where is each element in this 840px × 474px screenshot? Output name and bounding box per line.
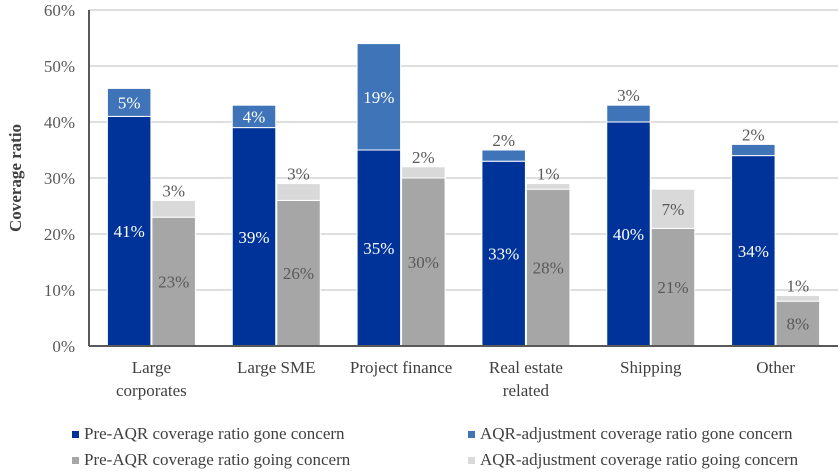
- x-category-label: Other: [756, 358, 795, 377]
- data-label: 28%: [533, 259, 564, 278]
- data-label: 7%: [662, 200, 685, 219]
- x-axis-categories: Large corporates Large SME Project finance R…: [116, 358, 795, 400]
- data-label: 23%: [158, 273, 189, 292]
- x-category-label: Large: [132, 358, 171, 377]
- y-axis-ticks: 0% 10% 20% 30% 40% 50% 60%: [44, 1, 75, 356]
- bars: [106, 43, 821, 347]
- legend-label: Pre-AQR coverage ratio gone concern: [84, 424, 345, 443]
- bar-segment: [650, 227, 696, 347]
- data-label: 2%: [742, 125, 765, 144]
- bar-segment: [231, 104, 277, 129]
- data-label: 41%: [114, 222, 145, 241]
- gridlines: [89, 9, 838, 291]
- data-label: 1%: [537, 165, 560, 184]
- data-label: 34%: [738, 242, 769, 261]
- legend-label: AQR-adjustment coverage ratio gone conce…: [480, 424, 793, 443]
- legend-swatch: [72, 430, 79, 438]
- legend-swatch: [468, 430, 475, 438]
- bar-segment: [401, 166, 446, 179]
- data-label: 35%: [363, 239, 394, 258]
- bar-segment: [151, 216, 196, 347]
- bar-segment: [606, 104, 651, 123]
- y-tick-label: 10%: [44, 281, 75, 300]
- legend-item-aqr-adj-going: AQR-adjustment coverage ratio going conc…: [468, 450, 798, 470]
- x-category-label: Shipping: [620, 358, 682, 377]
- data-label: 3%: [617, 86, 640, 105]
- data-label: 19%: [363, 88, 394, 107]
- x-category-label: Real estate: [489, 358, 563, 377]
- bar-segment: [775, 300, 821, 347]
- data-label: 30%: [408, 253, 439, 272]
- bar-segment: [525, 183, 571, 190]
- legend-label: Pre-AQR coverage ratio going concern: [84, 450, 351, 469]
- y-tick-label: 30%: [44, 169, 75, 188]
- legend: Pre-AQR coverage ratio gone concern AQR-…: [70, 420, 840, 474]
- data-label: 1%: [786, 277, 809, 296]
- bar-segment: [356, 43, 402, 151]
- bar-segment: [481, 160, 526, 347]
- data-label: 3%: [287, 165, 310, 184]
- data-label: 2%: [412, 148, 435, 167]
- x-category-label: related: [503, 381, 550, 400]
- bar-segment: [481, 149, 526, 162]
- data-labels: 41% 5% 23% 3% 39% 4% 26% 3% 35% 19% 30% 2% 33% 2% 28% 1…: [114, 86, 810, 333]
- bar-segment: [151, 199, 196, 218]
- data-label: 3%: [162, 181, 185, 200]
- y-tick-label: 60%: [44, 1, 75, 20]
- x-category-label: Large SME: [237, 358, 316, 377]
- data-label: 39%: [238, 228, 269, 247]
- bar-segment: [106, 87, 152, 117]
- legend-swatch: [72, 456, 79, 464]
- legend-item-pre-aqr-gone: Pre-AQR coverage ratio gone concern: [72, 424, 345, 444]
- y-axis-label: Coverage ratio: [6, 124, 25, 232]
- bar-segment: [525, 188, 571, 347]
- data-label: 4%: [243, 107, 266, 126]
- x-category-label: Project finance: [350, 358, 452, 377]
- data-label: 26%: [283, 264, 314, 283]
- data-label: 21%: [657, 278, 688, 297]
- bar-segment: [401, 177, 446, 347]
- legend-item-aqr-adj-gone: AQR-adjustment coverage ratio gone conce…: [468, 424, 793, 444]
- bar-segment: [650, 188, 696, 229]
- legend-item-pre-aqr-going: Pre-AQR coverage ratio going concern: [72, 450, 350, 470]
- legend-label: AQR-adjustment coverage ratio going conc…: [480, 450, 799, 469]
- y-tick-label: 20%: [44, 225, 75, 244]
- bar-segment: [775, 295, 821, 302]
- data-label: 40%: [613, 225, 644, 244]
- data-label: 2%: [492, 131, 515, 150]
- y-tick-label: 40%: [44, 113, 75, 132]
- y-tick-label: 0%: [52, 337, 75, 356]
- legend-swatch: [468, 456, 475, 464]
- data-label: 33%: [488, 245, 519, 264]
- bar-segment: [276, 183, 321, 201]
- bar-segment: [731, 155, 776, 347]
- x-category-label: corporates: [116, 381, 187, 400]
- bar-segment: [731, 143, 776, 157]
- data-label: 5%: [118, 93, 141, 112]
- bar-segment: [356, 149, 402, 347]
- coverage-ratio-chart: 0% 10% 20% 30% 40% 50% 60% Coverage ratio 41% 5…: [6, 1, 838, 400]
- data-label: 8%: [786, 315, 809, 334]
- y-tick-label: 50%: [44, 57, 75, 76]
